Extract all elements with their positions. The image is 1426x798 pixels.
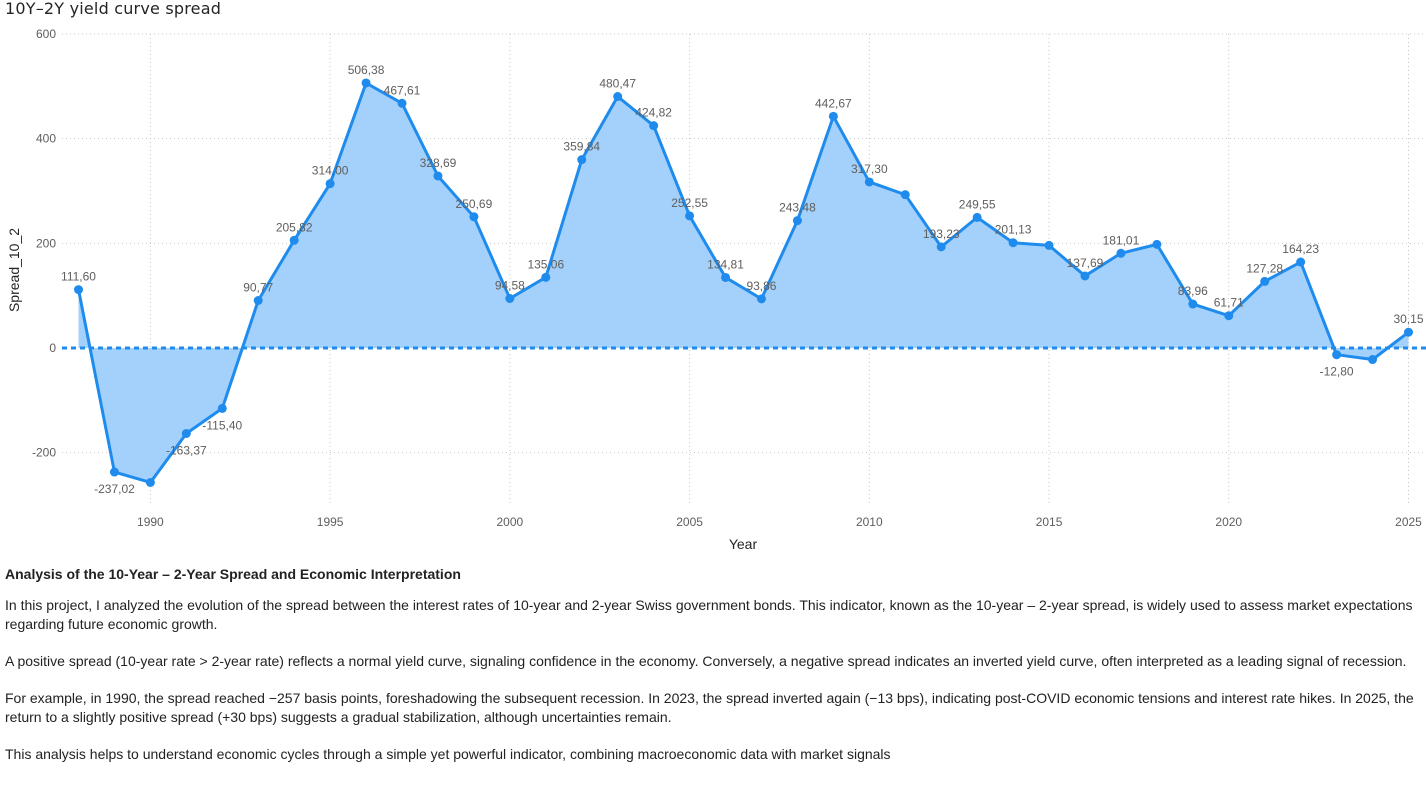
y-tick-label: 600 xyxy=(36,27,56,41)
data-label: 181,01 xyxy=(1103,233,1140,247)
data-label: 111,60 xyxy=(61,270,96,284)
data-point xyxy=(1260,276,1270,286)
data-point xyxy=(1044,240,1054,250)
data-point xyxy=(1008,238,1018,248)
x-tick-label: 2005 xyxy=(676,515,703,529)
data-label: 90,77 xyxy=(243,280,273,294)
data-point xyxy=(972,212,982,222)
data-label: 252,55 xyxy=(671,196,708,210)
data-point xyxy=(541,272,551,282)
analysis-paragraph-2: A positive spread (10-year rate > 2-year… xyxy=(5,653,1407,669)
data-label: 314,00 xyxy=(312,164,349,178)
data-point xyxy=(145,477,155,487)
data-point xyxy=(828,111,838,121)
data-label: 249,55 xyxy=(959,197,996,211)
data-point xyxy=(1188,299,1198,309)
yield-spread-chart: -200 0 200 400 600 1990 1995 2000 2005 2010 2015 20… xyxy=(6,27,1426,552)
data-point xyxy=(74,285,83,295)
data-label: 205,82 xyxy=(276,220,313,234)
data-label: 480,47 xyxy=(599,77,636,91)
data-label: 93,86 xyxy=(746,279,776,293)
analysis-paragraph-4: This analysis helps to understand econom… xyxy=(5,746,891,762)
data-label: 30,15 xyxy=(1393,312,1423,326)
data-label: 127,28 xyxy=(1246,261,1283,275)
y-tick-label: 200 xyxy=(36,236,56,250)
data-point xyxy=(505,294,515,304)
data-point xyxy=(469,212,479,222)
data-point xyxy=(649,121,659,131)
data-label: 137,69 xyxy=(1067,256,1104,270)
data-label: 328,69 xyxy=(420,156,457,170)
analysis-paragraph-3: For example, in 1990, the spread reached… xyxy=(5,690,1414,725)
data-label: 506,38 xyxy=(348,63,385,77)
data-point xyxy=(253,295,263,305)
data-point xyxy=(397,98,407,108)
data-label: 317,30 xyxy=(851,162,888,176)
data-label: -163,37 xyxy=(166,443,207,457)
data-point xyxy=(685,211,695,221)
data-point xyxy=(289,235,299,245)
data-label: 94,58 xyxy=(495,279,525,293)
data-point xyxy=(1152,239,1162,249)
x-tick-label: 2020 xyxy=(1215,515,1242,529)
data-point xyxy=(900,190,910,200)
data-label: 359,84 xyxy=(563,140,600,154)
data-point xyxy=(361,78,371,88)
data-point xyxy=(109,467,119,477)
data-label: -237,02 xyxy=(94,482,135,496)
x-tick-label: 2000 xyxy=(496,515,523,529)
data-label: 61,71 xyxy=(1214,296,1244,310)
data-label: 442,67 xyxy=(815,96,852,110)
y-tick-label: 400 xyxy=(36,132,56,146)
data-point xyxy=(613,92,623,102)
x-tick-label: 2015 xyxy=(1036,515,1063,529)
x-axis-title: Year xyxy=(729,536,758,552)
data-point xyxy=(792,216,802,226)
x-tick-label: 2025 xyxy=(1395,515,1422,529)
x-tick-label: 2010 xyxy=(856,515,883,529)
data-label: 135,06 xyxy=(527,257,564,271)
data-point xyxy=(1080,271,1090,281)
data-label: 243,48 xyxy=(779,201,816,215)
data-label: 164,23 xyxy=(1282,242,1319,256)
analysis-paragraph-1: In this project, I analyzed the evolutio… xyxy=(5,597,1413,632)
data-point xyxy=(433,171,443,181)
area-fill xyxy=(78,82,1409,483)
data-point xyxy=(721,272,731,282)
analysis-heading: Analysis of the 10-Year – 2-Year Spread … xyxy=(5,566,461,582)
data-label: -115,40 xyxy=(202,418,242,432)
data-point xyxy=(1332,350,1342,360)
data-point xyxy=(1404,327,1413,337)
y-tick-label: -200 xyxy=(32,446,56,460)
x-tick-label: 1990 xyxy=(137,515,164,529)
y-axis-title: Spread_10_2 xyxy=(6,228,22,312)
data-point xyxy=(1224,311,1234,321)
data-point xyxy=(217,403,227,413)
data-point xyxy=(1368,355,1378,365)
data-point xyxy=(936,242,946,252)
data-point xyxy=(181,428,191,438)
data-label: 134,81 xyxy=(707,257,744,271)
data-label: 193,23 xyxy=(923,227,960,241)
x-tick-label: 1995 xyxy=(317,515,344,529)
chart-title: 10Y–2Y yield curve spread xyxy=(5,0,222,18)
data-point xyxy=(1296,257,1306,267)
data-label: 83,96 xyxy=(1178,284,1208,298)
y-tick-label: 0 xyxy=(49,341,56,355)
data-label: -12,80 xyxy=(1320,365,1354,379)
data-label: 424,82 xyxy=(635,106,672,120)
data-point xyxy=(756,294,766,304)
data-label: 467,61 xyxy=(384,83,421,97)
analysis-section: Analysis of the 10-Year – 2-Year Spread … xyxy=(5,565,1421,782)
data-point xyxy=(577,155,587,165)
data-label: 201,13 xyxy=(995,223,1032,237)
series-line xyxy=(77,81,1410,484)
data-label: 250,69 xyxy=(456,197,493,211)
data-point xyxy=(864,177,874,187)
data-point xyxy=(325,179,335,189)
data-point xyxy=(1116,248,1126,258)
